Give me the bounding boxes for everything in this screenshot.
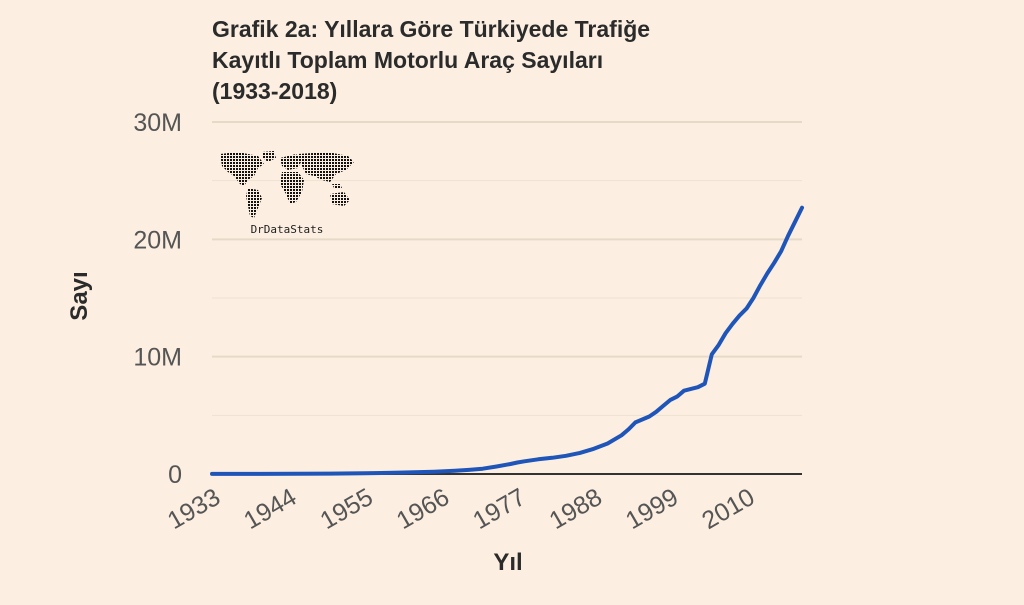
- series-line: [210, 205, 804, 476]
- watermark: DrDataStats: [218, 150, 356, 242]
- y-tick-label: 30M: [133, 109, 182, 137]
- chart-title-line-2: Kayıtlı Toplam Motorlu Araç Sayıları: [212, 47, 604, 73]
- y-tick-label: 20M: [133, 226, 182, 254]
- chart-title-line-3: (1933-2018): [212, 78, 338, 104]
- x-tick-label: 1944: [239, 483, 301, 535]
- x-tick-label: 2010: [697, 483, 759, 535]
- x-tick-label: 1933: [163, 483, 225, 535]
- y-tick-label: 0: [168, 461, 182, 489]
- y-tick-label: 10M: [133, 344, 182, 372]
- x-tick-label: 1966: [392, 483, 454, 535]
- x-tick-label: 1955: [316, 483, 378, 535]
- chart-title-line-1: Grafik 2a: Yıllara Göre Türkiyede Trafiğ…: [212, 16, 651, 42]
- chart-title: Grafik 2a: Yıllara Göre Türkiyede Trafiğ…: [212, 14, 772, 107]
- x-tick-label: 1977: [468, 483, 530, 535]
- x-axis-label: Yıl: [493, 549, 523, 576]
- x-tick-label: 1999: [621, 483, 683, 535]
- x-tick-label: 1988: [545, 483, 607, 535]
- watermark-text: DrDataStats: [250, 223, 324, 236]
- world-map-icon: [220, 151, 354, 218]
- y-axis-label: Sayı: [66, 271, 93, 321]
